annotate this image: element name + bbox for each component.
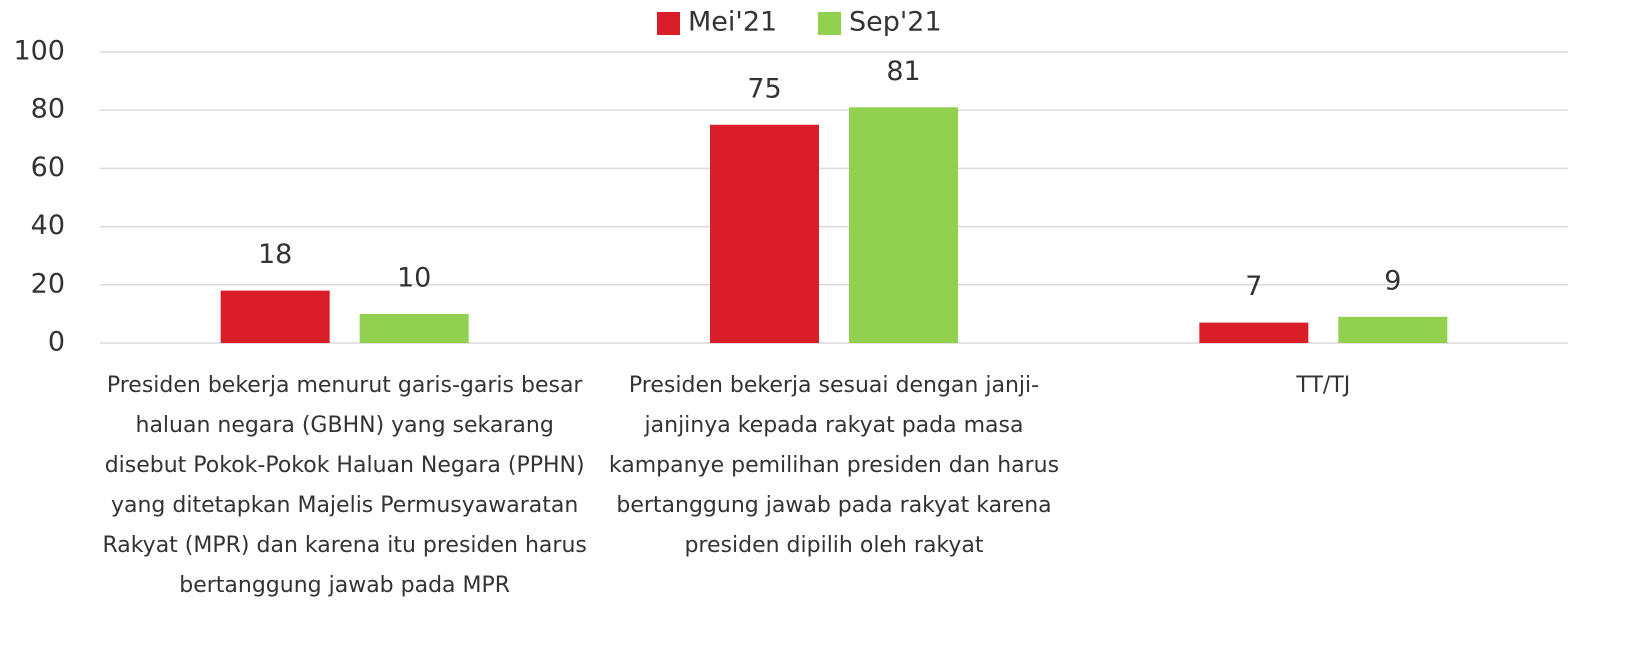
data-label: 9 — [1384, 265, 1401, 296]
y-tick-label: 20 — [31, 268, 65, 299]
bar — [220, 290, 330, 343]
x-tick-label: TT/TJ — [1296, 373, 1351, 398]
data-label: 10 — [397, 262, 431, 293]
data-label: 18 — [258, 239, 292, 270]
bar — [1199, 322, 1309, 343]
y-tick-label: 100 — [13, 36, 65, 67]
bar — [1338, 316, 1448, 343]
legend-label: Sep'21 — [849, 7, 942, 38]
x-tick-label: Presiden bekerja sesuai dengan janji-jan… — [608, 373, 1060, 558]
x-tick-label: Presiden bekerja menurut garis-garis bes… — [102, 373, 587, 598]
bar — [359, 313, 469, 343]
y-tick-label: 60 — [31, 152, 65, 183]
legend-swatch — [818, 12, 841, 35]
data-label: 7 — [1245, 271, 1262, 302]
y-tick-label: 40 — [31, 210, 65, 241]
data-label: 81 — [886, 56, 920, 87]
y-tick-label: 0 — [48, 327, 65, 358]
bar — [710, 124, 819, 343]
y-tick-label: 80 — [31, 94, 65, 125]
data-label: 75 — [747, 73, 781, 104]
bar — [849, 107, 958, 343]
legend-swatch — [657, 12, 680, 35]
legend-label: Mei'21 — [688, 7, 777, 38]
